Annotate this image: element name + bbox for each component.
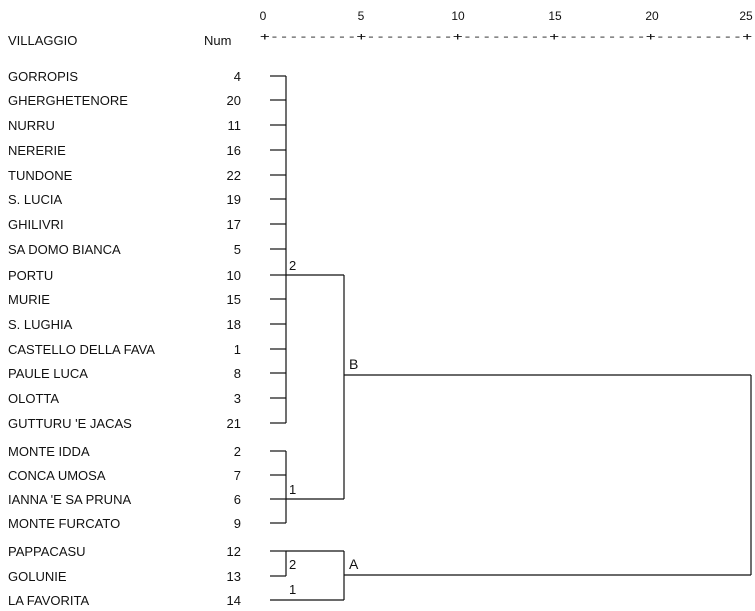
- village-num: 6: [234, 492, 241, 507]
- scale-tick-label: 10: [451, 9, 465, 23]
- village-num: 16: [227, 143, 241, 158]
- village-num: 19: [227, 192, 241, 207]
- scale-ruler: +---------+---------+---------+---------…: [260, 30, 753, 43]
- village-num: 4: [234, 69, 241, 84]
- village-num: 17: [227, 217, 241, 232]
- village-name: GOLUNIE: [8, 569, 67, 584]
- village-name: SA DOMO BIANCA: [8, 242, 121, 257]
- village-name: IANNA 'E SA PRUNA: [8, 492, 131, 507]
- scale-tick-label: 5: [358, 9, 365, 23]
- village-num: 11: [228, 118, 242, 133]
- village-name: MONTE FURCATO: [8, 516, 120, 531]
- cluster-label: 1: [289, 482, 296, 497]
- village-name: CONCA UMOSA: [8, 468, 106, 483]
- village-num: 15: [227, 292, 241, 307]
- village-name: S. LUGHIA: [8, 317, 73, 332]
- village-num: 8: [234, 366, 241, 381]
- village-name: TUNDONE: [8, 168, 73, 183]
- village-num: 12: [227, 544, 241, 559]
- village-name: GHILIVRI: [8, 217, 64, 232]
- village-num: 21: [227, 416, 241, 431]
- village-name: PORTU: [8, 268, 53, 283]
- node-label-a: A: [349, 556, 359, 572]
- village-num: 9: [234, 516, 241, 531]
- village-name: GHERGHETENORE: [8, 93, 128, 108]
- village-name: GORROPIS: [8, 69, 78, 84]
- scale-tick-label: 0: [260, 9, 267, 23]
- village-num: 5: [234, 242, 241, 257]
- scale-tick-label: 25: [739, 9, 753, 23]
- village-num: 20: [227, 93, 241, 108]
- village-name: CASTELLO DELLA FAVA: [8, 342, 155, 357]
- village-name: OLOTTA: [8, 391, 59, 406]
- village-num: 7: [234, 468, 241, 483]
- village-name: PAPPACASU: [8, 544, 86, 559]
- village-name: NERERIE: [8, 143, 66, 158]
- village-num: 2: [234, 444, 241, 459]
- village-name: GUTTURU 'E JACAS: [8, 416, 132, 431]
- village-name: MONTE IDDA: [8, 444, 90, 459]
- village-name: S. LUCIA: [8, 192, 63, 207]
- village-num: 22: [227, 168, 241, 183]
- village-name: NURRU: [8, 118, 55, 133]
- dendrogram-branches: [270, 75, 752, 601]
- cluster-label: 2: [289, 258, 296, 273]
- scale-tick-label: 20: [645, 9, 659, 23]
- village-name: PAULE LUCA: [8, 366, 88, 381]
- village-num: 1: [234, 342, 241, 357]
- village-column-header: VILLAGGIO: [8, 33, 77, 48]
- village-num: 10: [227, 268, 241, 283]
- scale-tick-label: 15: [548, 9, 562, 23]
- node-label-b: B: [349, 356, 358, 372]
- village-num: 14: [227, 593, 241, 608]
- cluster-label: 2: [289, 557, 296, 572]
- num-column-header: Num: [204, 33, 231, 48]
- cluster-label: 1: [289, 582, 296, 597]
- village-name: MURIE: [8, 292, 50, 307]
- village-num: 13: [227, 569, 241, 584]
- village-name: LA FAVORITA: [8, 593, 89, 608]
- village-num: 3: [234, 391, 241, 406]
- village-num: 18: [227, 317, 241, 332]
